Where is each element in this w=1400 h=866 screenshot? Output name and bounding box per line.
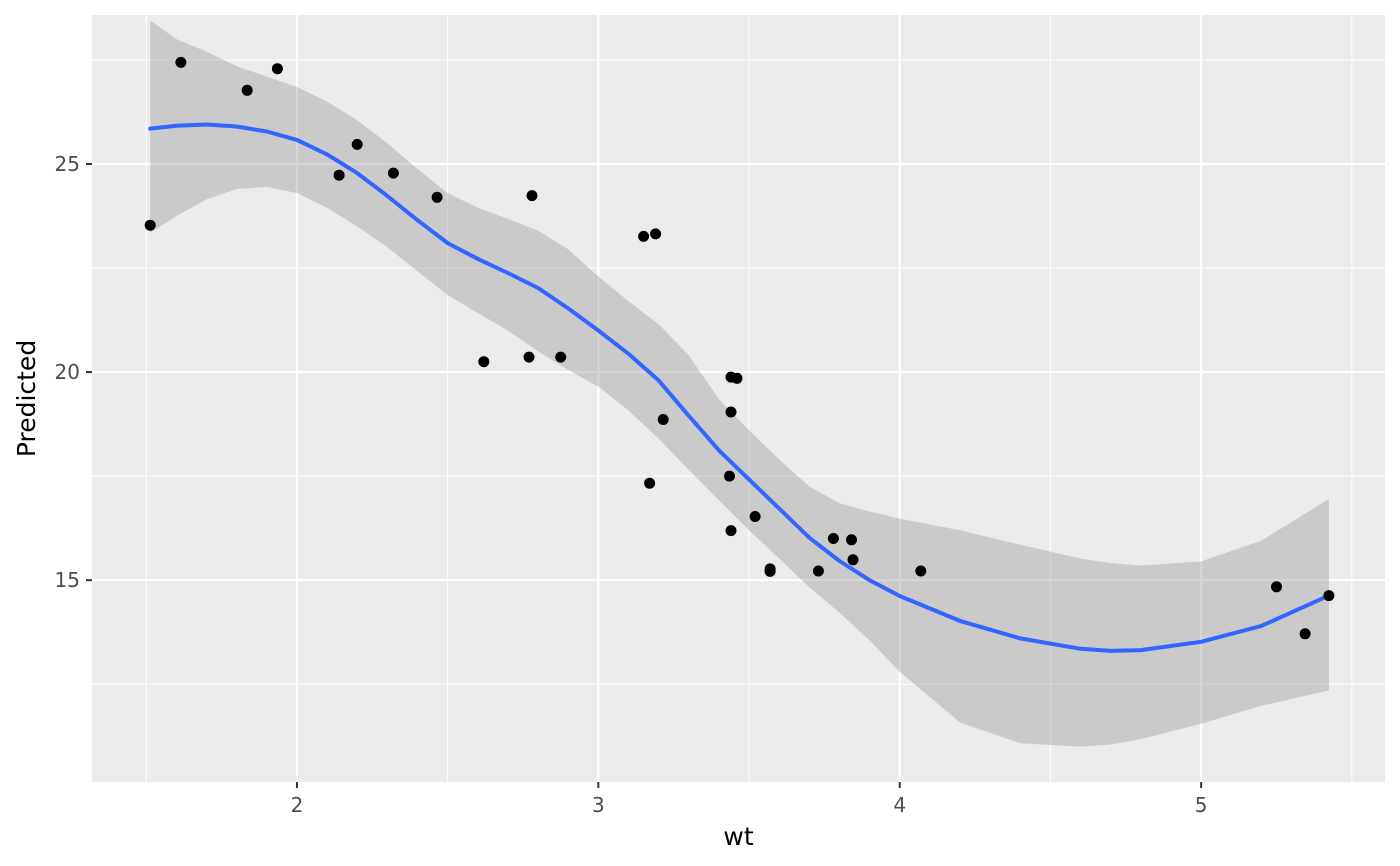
data-point	[351, 138, 363, 150]
data-point	[847, 554, 859, 566]
confidence-band-layer	[150, 20, 1329, 747]
data-point	[241, 84, 253, 96]
data-point	[846, 534, 857, 546]
x-axis-title: wt	[723, 822, 753, 851]
data-point	[812, 565, 824, 577]
data-point	[749, 511, 761, 522]
data-point	[650, 228, 662, 240]
confidence-band	[150, 20, 1329, 747]
data-point	[555, 351, 567, 363]
data-point	[725, 406, 737, 418]
data-point	[333, 169, 345, 181]
data-point	[175, 56, 187, 68]
x-tick-label: 5	[1195, 793, 1208, 817]
data-point	[1299, 628, 1311, 640]
data-point	[271, 63, 283, 75]
data-point	[827, 533, 839, 544]
data-point	[523, 351, 535, 363]
x-tick-label: 3	[592, 793, 605, 817]
data-point	[731, 372, 743, 384]
data-point	[644, 477, 656, 489]
y-tick-label: 25	[55, 152, 80, 176]
x-tick-label: 2	[291, 793, 304, 817]
minor-grid	[92, 15, 1385, 782]
y-axis-title: Predicted	[12, 340, 41, 457]
data-point	[144, 219, 156, 231]
data-point	[638, 230, 650, 242]
data-point	[387, 167, 399, 179]
y-tick-label: 20	[55, 360, 80, 384]
major-grid	[92, 15, 1385, 782]
data-point	[431, 191, 443, 203]
data-point	[1323, 590, 1335, 602]
data-point	[657, 414, 669, 425]
x-axis: 2 3 4 5	[291, 782, 1208, 817]
data-point	[764, 565, 776, 577]
data-point	[725, 525, 737, 537]
smooth-line-layer	[148, 122, 1331, 653]
smooth-line	[148, 122, 1331, 653]
x-tick-label: 4	[893, 793, 906, 817]
data-points	[144, 56, 1335, 640]
data-point	[724, 470, 735, 482]
data-point	[1271, 581, 1282, 593]
data-point	[526, 190, 538, 202]
y-tick-label: 15	[55, 568, 80, 592]
y-axis: 15 20 25	[55, 152, 92, 592]
data-point	[478, 356, 490, 368]
data-point	[915, 565, 927, 577]
